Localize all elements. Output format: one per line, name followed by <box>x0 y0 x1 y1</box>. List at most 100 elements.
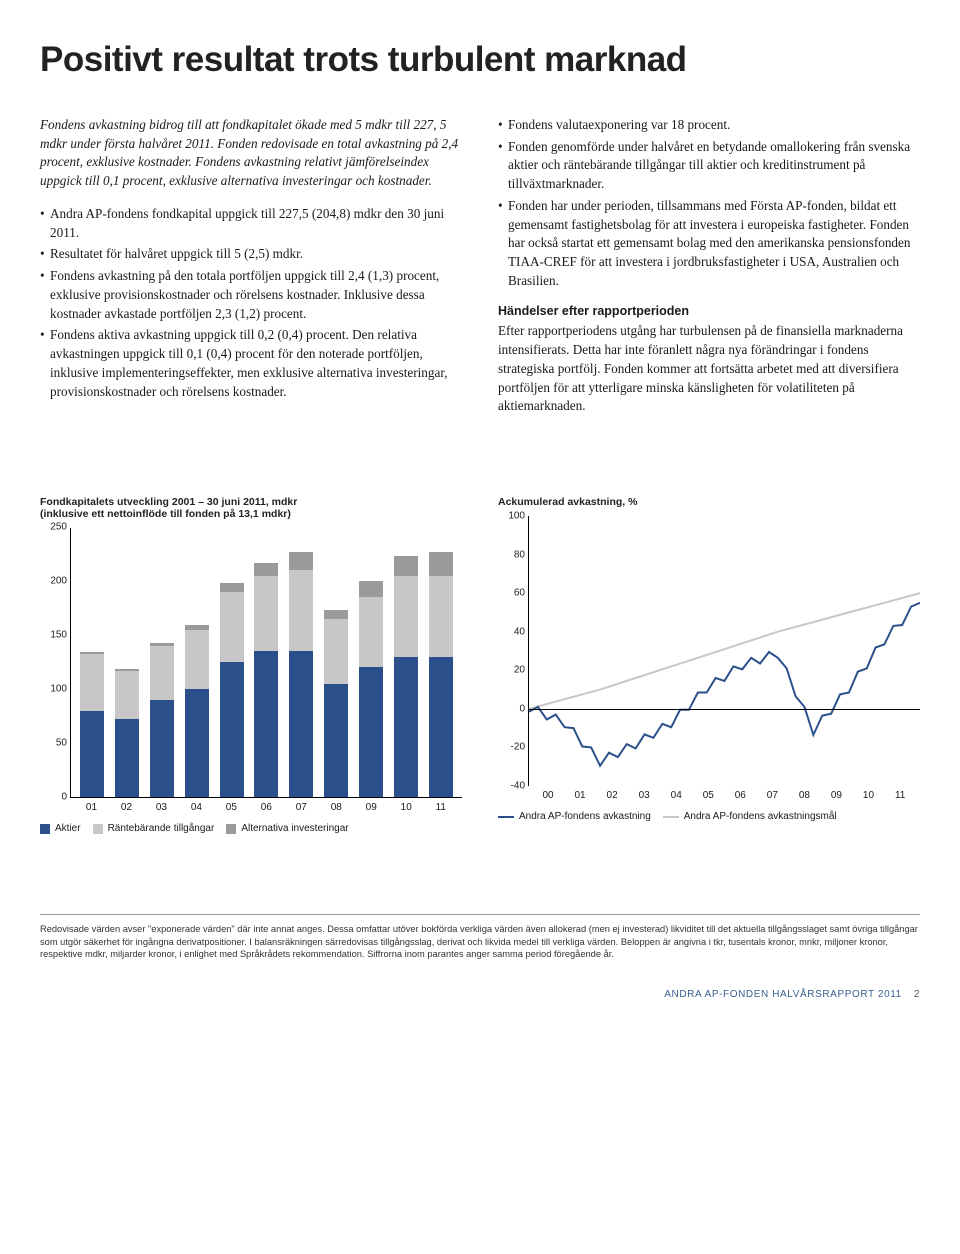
line-series-avkastning <box>529 603 920 766</box>
legend-swatch <box>498 816 514 818</box>
y-tick-label: 250 <box>41 522 67 533</box>
body-columns: Fondens avkastning bidrog till att fondk… <box>40 116 920 426</box>
bar-column <box>394 556 418 797</box>
footer-text: ANDRA AP-FONDEN HALVÅRSRAPPORT 2011 <box>664 989 902 1000</box>
bar-column <box>80 652 104 797</box>
x-tick-label: 09 <box>831 790 842 801</box>
left-column: Fondens avkastning bidrog till att fondk… <box>40 116 462 426</box>
y-tick-label: 100 <box>41 684 67 695</box>
legend-label: Andra AP-fondens avkastning <box>519 811 651 822</box>
x-tick-label: 04 <box>671 790 682 801</box>
x-tick-label: 08 <box>331 802 342 813</box>
bar-segment-rantor <box>115 671 139 720</box>
legend-item: Alternativa investeringar <box>226 823 348 834</box>
legend-label: Andra AP-fondens avkastningsmål <box>684 811 837 822</box>
legend-label: Räntebärande tillgångar <box>108 823 215 834</box>
legend-label: Aktier <box>55 823 81 834</box>
legend-item: Andra AP-fondens avkastning <box>498 811 651 822</box>
legend-item: Aktier <box>40 823 81 834</box>
right-column: Fondens valutaexponering var 18 procent.… <box>498 116 920 426</box>
bar-column <box>289 552 313 797</box>
bar-segment-alt <box>359 581 383 597</box>
bar-segment-aktier <box>359 667 383 797</box>
y-tick-label: 150 <box>41 630 67 641</box>
bar-segment-aktier <box>80 711 104 797</box>
list-item: Fondens avkastning på den totala portföl… <box>40 267 462 323</box>
bar-segment-aktier <box>220 662 244 797</box>
footer-page-number: 2 <box>914 989 920 1000</box>
x-tick-label: 07 <box>296 802 307 813</box>
bar-column <box>429 552 453 797</box>
bar-column <box>324 610 348 797</box>
left-bullets: Andra AP-fondens fondkapital uppgick til… <box>40 205 462 401</box>
bar-segment-aktier <box>150 700 174 797</box>
bar-segment-rantor <box>150 646 174 700</box>
line-series-mal <box>529 593 920 709</box>
line-chart-legend: Andra AP-fondens avkastning Andra AP-fond… <box>498 811 920 822</box>
y-tick-label: 40 <box>499 626 525 637</box>
bar-segment-rantor <box>220 592 244 662</box>
y-tick-label: 200 <box>41 576 67 587</box>
bar-chart: Fondkapitalets utveckling 2001 – 30 juni… <box>40 496 462 834</box>
x-tick-label: 03 <box>156 802 167 813</box>
bar-segment-rantor <box>324 619 348 684</box>
bar-segment-aktier <box>394 657 418 797</box>
page-title: Positivt resultat trots turbulent markna… <box>40 40 920 80</box>
legend-item: Andra AP-fondens avkastningsmål <box>663 811 837 822</box>
right-bullets: Fondens valutaexponering var 18 procent.… <box>498 116 920 291</box>
bar-chart-legend: Aktier Räntebärande tillgångar Alternativa… <box>40 823 462 834</box>
bar-column <box>359 581 383 797</box>
line-chart-title: Ackumulerad avkastning, % <box>498 496 920 508</box>
y-tick-label: 20 <box>499 665 525 676</box>
x-tick-label: 06 <box>261 802 272 813</box>
x-tick-label: 08 <box>799 790 810 801</box>
x-tick-label: 11 <box>436 802 446 813</box>
bar-segment-aktier <box>324 684 348 797</box>
y-tick-label: 100 <box>499 511 525 522</box>
x-tick-label: 04 <box>191 802 202 813</box>
bar-segment-alt <box>289 552 313 570</box>
x-tick-label: 05 <box>703 790 714 801</box>
bar-segment-alt <box>394 556 418 575</box>
x-tick-label: 10 <box>401 802 412 813</box>
bar-segment-rantor <box>429 576 453 657</box>
charts-row: Fondkapitalets utveckling 2001 – 30 juni… <box>40 496 920 834</box>
y-tick-label: -40 <box>499 781 525 792</box>
bar-segment-rantor <box>394 576 418 657</box>
bar-segment-rantor <box>185 630 209 689</box>
list-item: Fonden har under perioden, tillsammans m… <box>498 197 920 291</box>
bar-segment-alt <box>254 563 278 576</box>
legend-label: Alternativa investeringar <box>241 823 348 834</box>
bar-segment-aktier <box>115 719 139 797</box>
y-tick-label: -20 <box>499 742 525 753</box>
bar-segment-rantor <box>254 576 278 652</box>
bar-segment-aktier <box>254 651 278 797</box>
line-chart: Ackumulerad avkastning, % -40-2002040608… <box>498 496 920 834</box>
bar-segment-aktier <box>429 657 453 797</box>
bar-segment-alt <box>220 583 244 592</box>
bar-column <box>150 643 174 797</box>
list-item: Fondens valutaexponering var 18 procent. <box>498 116 920 135</box>
legend-item: Räntebärande tillgångar <box>93 823 215 834</box>
subheading: Händelser efter rapportperioden <box>498 303 920 321</box>
bar-chart-title: Fondkapitalets utveckling 2001 – 30 juni… <box>40 496 462 520</box>
list-item: Andra AP-fondens fondkapital uppgick til… <box>40 205 462 242</box>
body-paragraph: Efter rapportperiodens utgång har turbul… <box>498 322 920 416</box>
list-item: Fonden genomförde under halvåret en bety… <box>498 138 920 194</box>
y-tick-label: 0 <box>499 703 525 714</box>
bar-column <box>115 669 139 798</box>
bar-column <box>254 563 278 797</box>
bar-segment-alt <box>324 610 348 619</box>
bar-column <box>220 583 244 797</box>
x-tick-label: 00 <box>542 790 553 801</box>
intro-paragraph: Fondens avkastning bidrog till att fondk… <box>40 116 462 191</box>
legend-swatch <box>40 824 50 834</box>
footnote: Redovisade värden avser "exponerade värd… <box>40 914 920 961</box>
bar-column <box>185 625 209 797</box>
bar-segment-rantor <box>359 597 383 667</box>
page-footer: ANDRA AP-FONDEN HALVÅRSRAPPORT 2011 2 <box>40 989 920 1000</box>
bar-segment-alt <box>429 552 453 576</box>
y-tick-label: 50 <box>41 738 67 749</box>
legend-swatch <box>226 824 236 834</box>
y-tick-label: 80 <box>499 549 525 560</box>
